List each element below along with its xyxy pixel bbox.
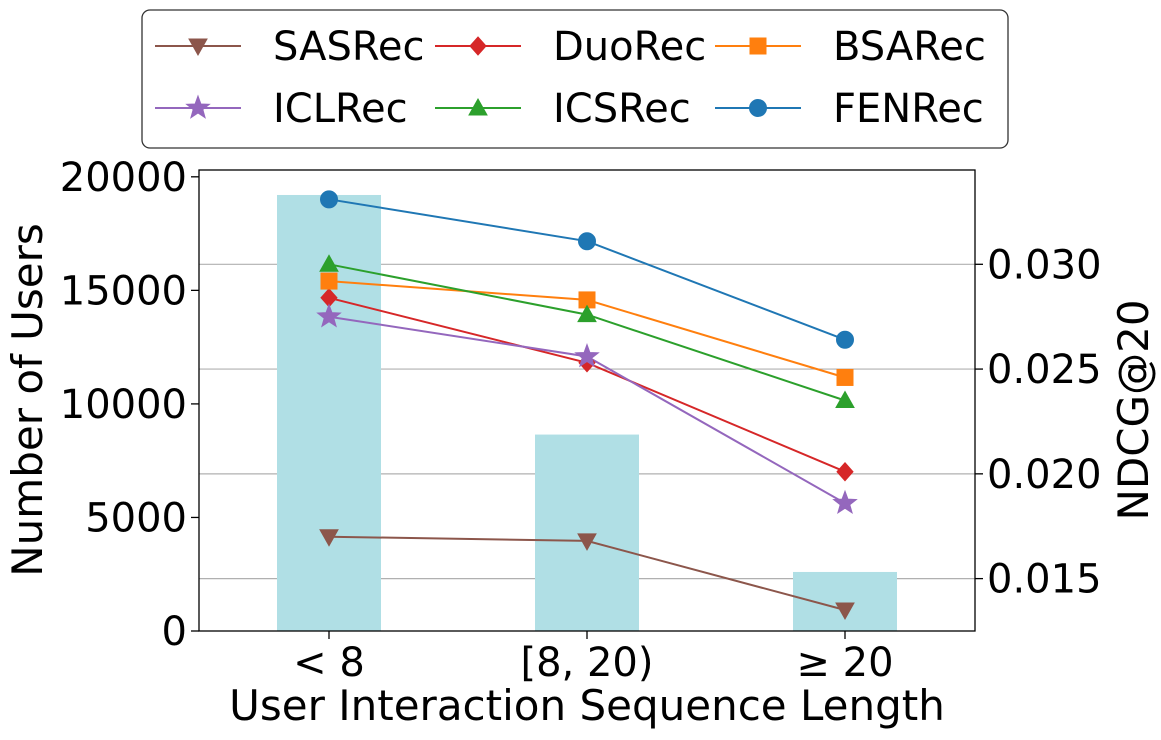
diamond-icon [469,36,487,56]
left-tick-label: 20000 [60,155,187,201]
triangle-up-icon [468,97,488,116]
legend: SASRec DuoRec BSARec ICLRec ICSRec FENRec [141,9,1009,149]
legend-label: BSARec [833,24,986,70]
bar [793,571,897,631]
right-tick-label: 0.020 [987,452,1102,498]
right-tick-label: 0.015 [987,557,1102,603]
data-point-fenrec [320,190,338,209]
left-tick-label: 10000 [60,382,187,428]
right-axis: 0.015 0.020 0.025 0.030 [975,242,1102,603]
legend-frame [141,9,1009,149]
data-point-sasrec [835,602,855,621]
data-point-iclrec [574,343,600,368]
data-point-iclrec [832,489,858,515]
data-point-sasrec [577,533,597,551]
data-point-icsrec [577,304,597,323]
data-point-bsarec [320,272,338,290]
star-icon [185,94,211,119]
left-axis: 0 5000 10000 15000 20000 [60,155,199,655]
right-tick-label: 0.030 [987,242,1102,288]
left-tick-label: 0 [162,609,187,655]
right-axis-title: NDCG@20 [1109,299,1158,520]
legend-label: ICLRec [273,86,408,132]
data-point-iclrec [316,303,342,328]
square-icon [749,37,767,55]
right-tick-label: 0.025 [987,347,1102,393]
legend-label: ICSRec [553,86,691,132]
left-tick-label: 15000 [60,268,187,314]
legend-label: SASRec [273,24,424,70]
x-tick-label: < 8 [293,640,365,686]
bars-group [277,194,897,632]
series-markers-group [316,190,858,621]
legend-label: FENRec [833,86,984,132]
left-axis-title: Number of Users [3,223,52,577]
bar [535,434,639,631]
left-tick-label: 5000 [85,495,187,541]
data-point-icsrec [319,254,339,272]
x-axis-title: User Interaction Sequence Length [229,681,945,730]
legend-label: DuoRec [553,24,706,70]
data-point-fenrec [578,232,596,251]
x-axis: < 8 [8, 20) ≥ 20 [293,631,894,686]
data-point-duorec [836,461,854,482]
series-line-icsrec [328,263,846,402]
circle-icon [749,99,767,117]
triangle-down-icon [188,38,208,57]
data-point-icsrec [835,390,855,408]
data-point-bsarec [836,368,854,386]
x-tick-label: ≥ 20 [796,640,893,686]
data-point-fenrec [836,330,854,349]
data-point-sasrec [319,529,339,547]
x-tick-label: [8, 20) [521,640,654,686]
